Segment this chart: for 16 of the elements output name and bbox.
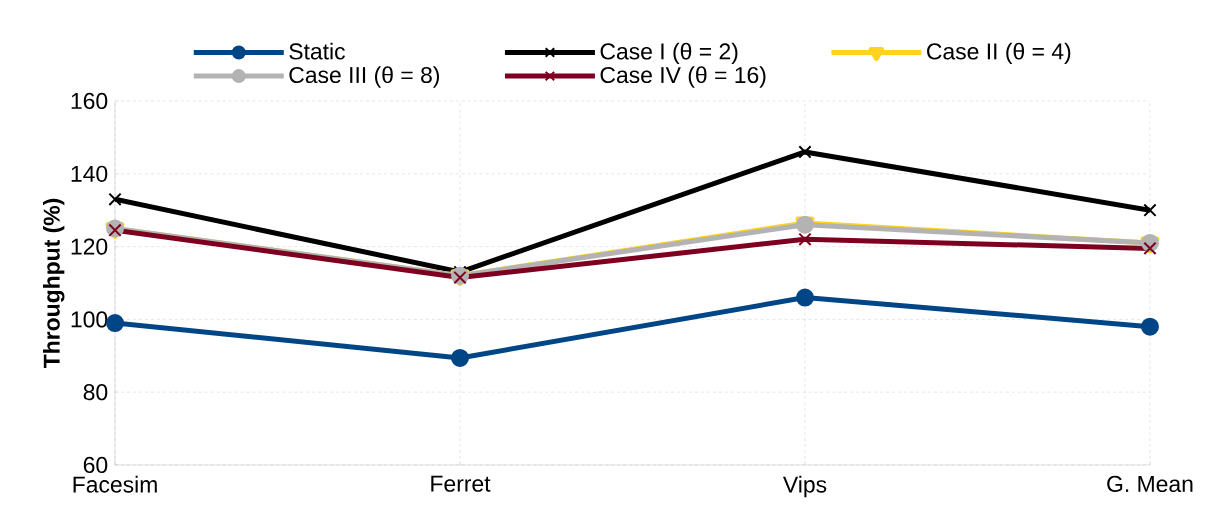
legend-label: Case III (θ = 8) xyxy=(289,66,440,88)
x-tick-label: Ferret xyxy=(431,475,491,492)
legend-label: Case IV (θ = 16) xyxy=(600,66,766,88)
x-tick-label: Vips xyxy=(783,475,827,498)
y-tick-label: 120 xyxy=(71,238,108,255)
y-tick-label: 160 xyxy=(71,92,108,110)
y-tick-label: 100 xyxy=(71,311,108,328)
y-axis-title: Throughput (%) xyxy=(42,198,65,368)
y-tick-label: 80 xyxy=(83,384,108,401)
x-tick-label: Facesim xyxy=(73,475,157,493)
legend-label: Case II (θ = 4) xyxy=(927,42,1071,65)
legend-label: Case I (θ = 2) xyxy=(600,42,738,65)
y-tick-label: 140 xyxy=(71,165,108,182)
legend-label: Static xyxy=(289,42,345,60)
y-tick-label: 60 xyxy=(83,456,108,474)
x-tick-label: G. Mean xyxy=(1107,475,1193,493)
